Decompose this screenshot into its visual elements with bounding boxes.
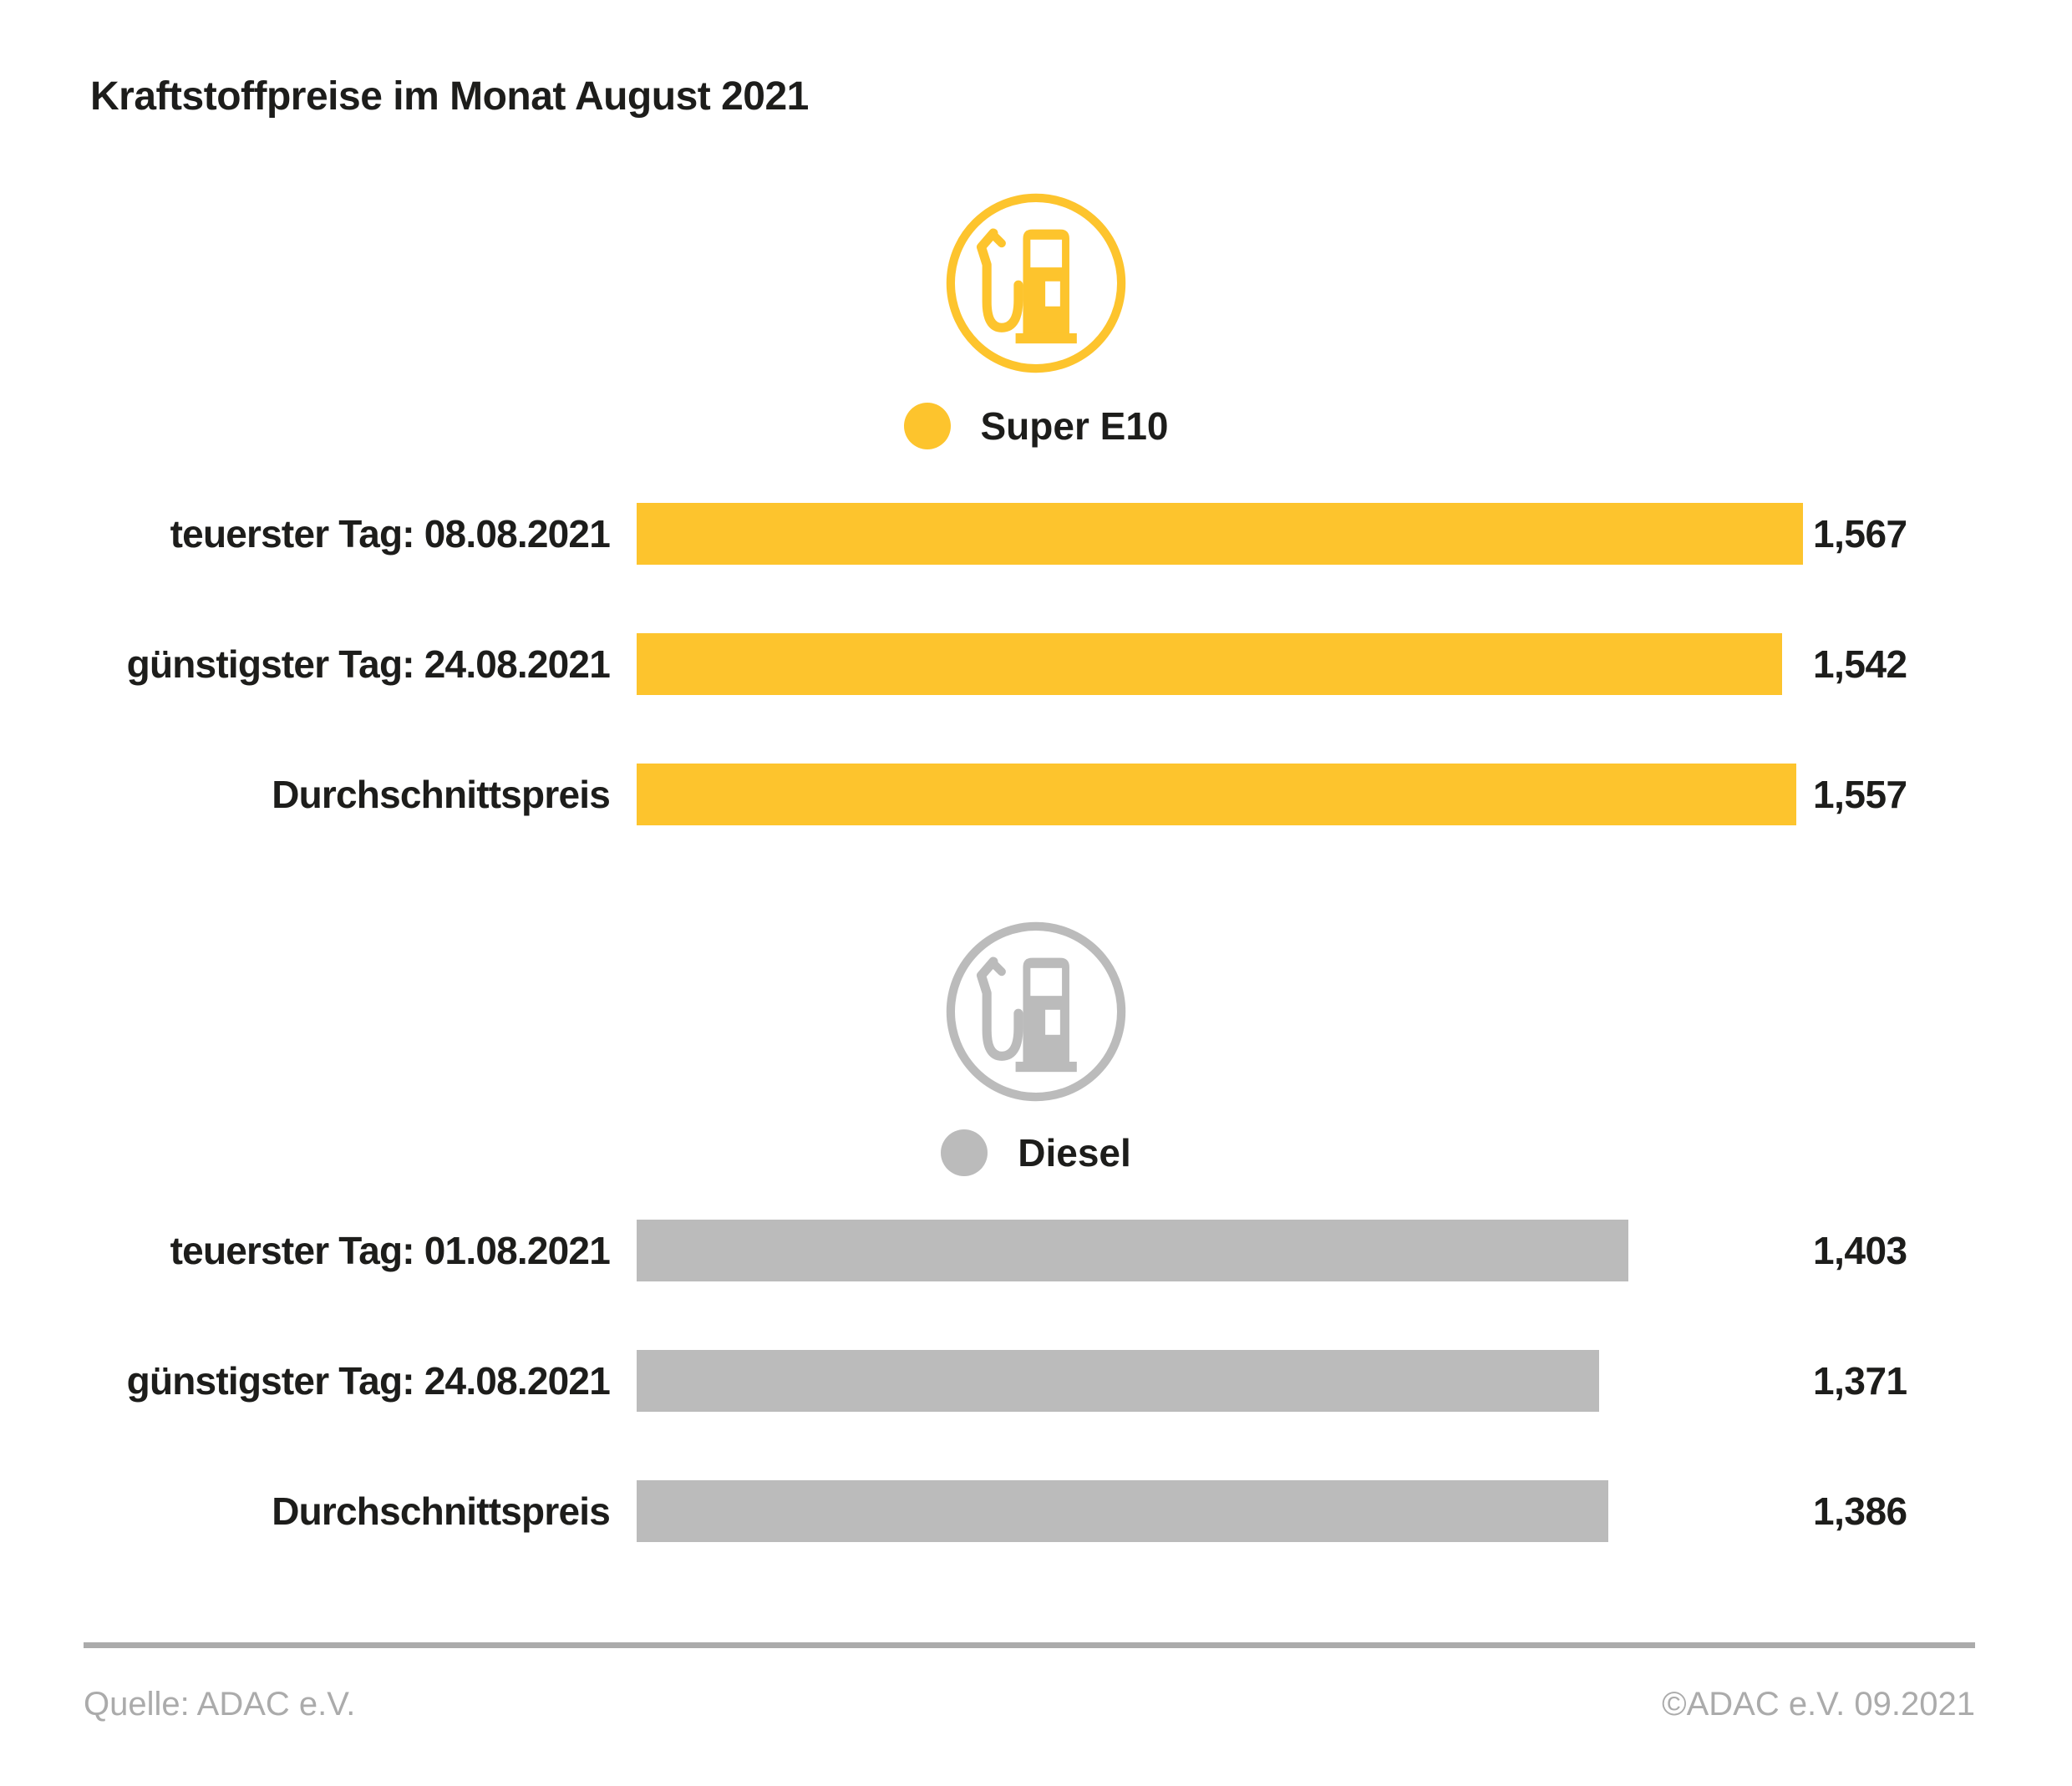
source-note: Quelle: ADAC e.V. bbox=[84, 1686, 356, 1723]
chart-title: Kraftstoffpreise im Monat August 2021 bbox=[90, 74, 809, 119]
bar-row: Durchschnittspreis 1,386 bbox=[84, 1480, 2072, 1542]
section-super-e10: Super E10 teuerster Tag: 08.08.2021 1,56… bbox=[0, 190, 2072, 825]
fuel-pump-icon bbox=[946, 921, 1126, 1102]
bar-value: 1,542 bbox=[1813, 642, 1907, 686]
bar bbox=[637, 764, 1796, 825]
bar-label: Durchschnittspreis bbox=[272, 773, 611, 816]
bar-value: 1,557 bbox=[1813, 773, 1907, 816]
bar bbox=[637, 1350, 1599, 1412]
bar bbox=[637, 1480, 1608, 1542]
bar-value: 1,371 bbox=[1813, 1359, 1907, 1403]
bar bbox=[637, 633, 1782, 695]
legend-super-e10: Super E10 bbox=[0, 403, 2072, 449]
bar-label: günstigster Tag: 24.08.2021 bbox=[126, 642, 611, 686]
bar-group-diesel: teuerster Tag: 01.08.2021 1,403 günstigs… bbox=[84, 1220, 2072, 1542]
bar bbox=[637, 1220, 1628, 1281]
bar-value: 1,386 bbox=[1813, 1489, 1907, 1533]
legend-label: Super E10 bbox=[980, 404, 1169, 448]
bar-track bbox=[637, 764, 1803, 825]
legend-dot bbox=[903, 403, 951, 449]
bar-label: teuerster Tag: 01.08.2021 bbox=[170, 1229, 611, 1272]
legend-dot bbox=[941, 1129, 988, 1176]
legend-diesel: Diesel bbox=[0, 1129, 2072, 1176]
bar-group-super-e10: teuerster Tag: 08.08.2021 1,567 günstigs… bbox=[84, 503, 2072, 825]
bar-track bbox=[637, 503, 1803, 565]
bar bbox=[637, 503, 1803, 565]
bar-label: Durchschnittspreis bbox=[272, 1489, 611, 1533]
footer: Quelle: ADAC e.V. ©ADAC e.V. 09.2021 bbox=[0, 1642, 2072, 1723]
fuel-pump-icon bbox=[946, 193, 1126, 373]
bar-track bbox=[637, 1350, 1803, 1412]
bar-track bbox=[637, 1220, 1803, 1281]
bar-track bbox=[637, 1480, 1803, 1542]
bar-row: günstigster Tag: 24.08.2021 1,371 bbox=[84, 1350, 2072, 1412]
bar-value: 1,403 bbox=[1813, 1229, 1907, 1272]
bar-row: teuerster Tag: 01.08.2021 1,403 bbox=[84, 1220, 2072, 1281]
bar-track bbox=[637, 633, 1803, 695]
bar-row: teuerster Tag: 08.08.2021 1,567 bbox=[84, 503, 2072, 565]
bar-row: Durchschnittspreis 1,557 bbox=[84, 764, 2072, 825]
bar-row: günstigster Tag: 24.08.2021 1,542 bbox=[84, 633, 2072, 695]
legend-label: Diesel bbox=[1018, 1131, 1131, 1175]
bar-label: günstigster Tag: 24.08.2021 bbox=[126, 1359, 611, 1403]
copyright-note: ©ADAC e.V. 09.2021 bbox=[1662, 1686, 1975, 1723]
section-diesel: Diesel teuerster Tag: 01.08.2021 1,403 g… bbox=[0, 919, 2072, 1542]
footer-divider bbox=[84, 1642, 1975, 1648]
bar-label: teuerster Tag: 08.08.2021 bbox=[170, 512, 611, 556]
bar-value: 1,567 bbox=[1813, 512, 1907, 556]
